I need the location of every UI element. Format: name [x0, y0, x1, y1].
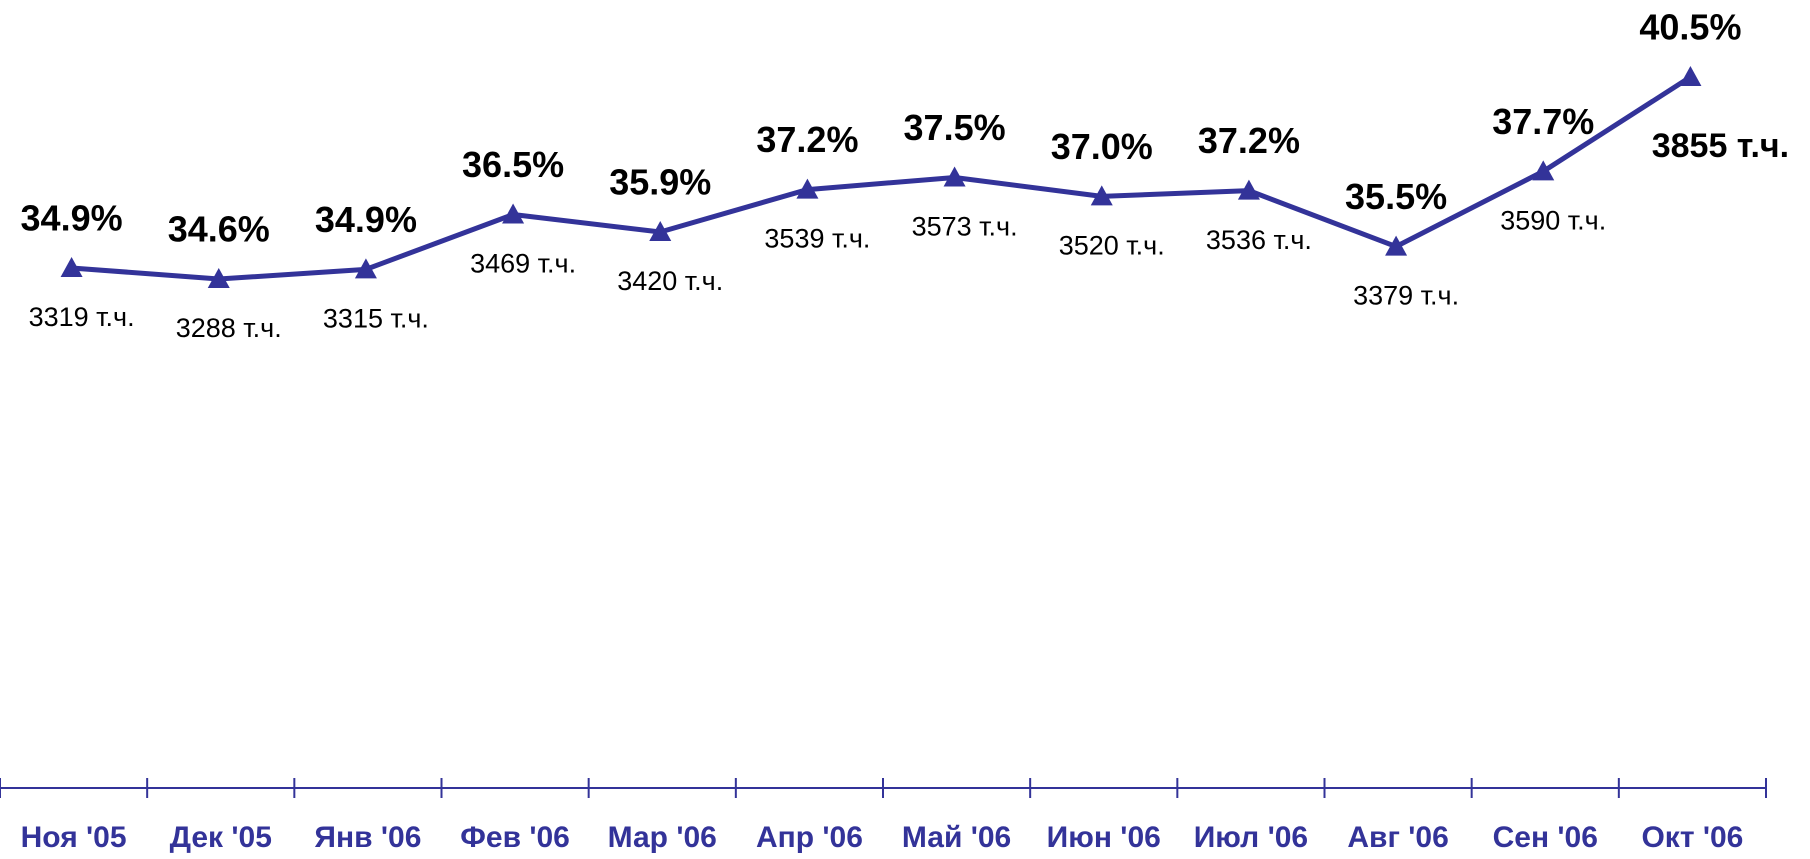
marker [943, 166, 966, 187]
x-tick-label: Янв '06 [314, 821, 421, 854]
marker [1385, 235, 1408, 256]
percent-label: 35.9% [609, 161, 711, 202]
marker [1237, 179, 1260, 200]
percent-label: 37.7% [1492, 101, 1594, 142]
x-tick-label: Фев '06 [460, 821, 570, 854]
percent-label: 40.5% [1639, 7, 1741, 48]
x-tick-label: Июл '06 [1194, 821, 1308, 854]
marker [207, 268, 230, 288]
percent-label: 36.5% [462, 144, 564, 185]
x-tick-label: Мар '06 [608, 821, 717, 854]
percent-label: 35.5% [1345, 176, 1447, 217]
x-tick-label: Сен '06 [1493, 821, 1598, 854]
percent-label: 34.9% [21, 197, 123, 238]
value-label: 3288 т.ч. [176, 313, 282, 343]
x-tick-label: Май '06 [902, 821, 1011, 854]
line [71, 74, 1692, 282]
value-label: 3319 т.ч. [29, 302, 135, 332]
x-tick-label: Дек '05 [170, 821, 272, 854]
value-label: 3379 т.ч. [1353, 281, 1459, 311]
marker [502, 203, 525, 224]
x-tick-label: Авг '06 [1347, 821, 1448, 854]
marker [60, 256, 83, 277]
value-label: 3469 т.ч. [470, 249, 576, 279]
value-label: 3520 т.ч. [1059, 230, 1165, 260]
marker [649, 220, 672, 241]
percent-label: 37.0% [1051, 126, 1153, 167]
marker [1679, 66, 1702, 86]
value-label: 3573 т.ч. [912, 212, 1018, 242]
value-label: 3536 т.ч. [1206, 225, 1312, 255]
value-label: 3539 т.ч. [764, 224, 870, 254]
x-tick-label: Июн '06 [1047, 821, 1161, 854]
marker [796, 178, 819, 199]
percent-label: 37.2% [1198, 120, 1300, 161]
percent-label: 37.2% [756, 119, 858, 160]
value-label: 3420 т.ч. [617, 266, 723, 296]
percent-label: 37.5% [904, 107, 1006, 148]
x-tick-label: Ноя '05 [21, 821, 127, 854]
value-label: 3315 т.ч. [323, 304, 429, 334]
marker [1090, 185, 1113, 206]
value-label: 3590 т.ч. [1500, 206, 1606, 236]
marker [354, 258, 377, 279]
percent-label: 34.6% [168, 209, 270, 250]
percent-label: 34.9% [315, 199, 417, 240]
value-label: 3855 т.ч. [1652, 127, 1789, 165]
x-tick-label: Окт '06 [1641, 821, 1743, 854]
x-tick-label: Апр '06 [756, 821, 863, 854]
marker [1532, 160, 1555, 181]
